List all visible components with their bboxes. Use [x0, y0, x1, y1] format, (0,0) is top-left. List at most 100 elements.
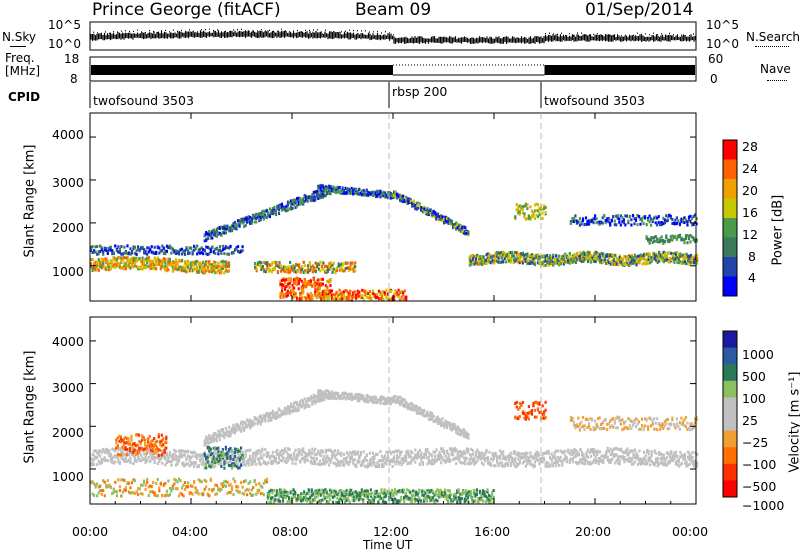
power-cell-1930 — [629, 263, 632, 267]
power-cell-847 — [273, 205, 276, 209]
power-cell-481 — [105, 247, 108, 250]
power-cell-2629 — [320, 297, 323, 301]
velocity-cell-582 — [309, 460, 312, 463]
velocity-cell-1247 — [561, 463, 564, 467]
noise-search-trace — [93, 28, 694, 37]
power-cell-729 — [227, 229, 231, 233]
velocity-cell-1858 — [299, 403, 302, 407]
velocity-cell-786 — [386, 458, 390, 462]
power-cell-2620 — [329, 278, 332, 282]
velocity-cell-1942 — [317, 389, 320, 393]
velocity-cell-364 — [227, 455, 231, 459]
power-cell-1677 — [552, 263, 555, 267]
velocity-cell-1775 — [267, 414, 270, 417]
power-cell-2677 — [344, 296, 347, 300]
velocity-cell-831 — [403, 459, 406, 463]
power-cell-2508 — [302, 281, 305, 285]
power-cell-997 — [329, 191, 332, 195]
power-cell-2871 — [624, 223, 627, 227]
power-cell-189 — [146, 256, 149, 260]
velocity-cell-1439 — [633, 454, 637, 458]
power-cell-2397 — [345, 266, 348, 270]
velocity-cell-1214 — [549, 456, 552, 460]
power-cell-2650 — [330, 289, 334, 293]
power-cell-2410 — [351, 267, 354, 271]
velocity-cell-1370 — [608, 449, 611, 453]
power-cell-594 — [191, 250, 194, 254]
power-cell-2040 — [662, 250, 665, 254]
power-cell-1507 — [500, 256, 503, 260]
velocity-cell-1563 — [680, 462, 683, 466]
power-cell-617 — [208, 252, 211, 256]
velocity-cell-980 — [461, 461, 464, 465]
power-cell-1225 — [402, 194, 405, 198]
power-cell-2387 — [340, 262, 343, 266]
power-cell-1297 — [429, 209, 432, 213]
power-cell-500 — [120, 252, 123, 256]
velocity-cell-322 — [211, 464, 214, 468]
velocity-cell-1727 — [249, 426, 252, 430]
velocity-cell-1250 — [562, 458, 565, 462]
velocity-cell-1567 — [682, 457, 685, 461]
power-cell-256 — [167, 259, 170, 263]
power-cell-1364 — [455, 227, 458, 231]
power-cell-2026 — [658, 259, 661, 263]
velocity-cell-219 — [171, 458, 174, 462]
power-cell-2464 — [290, 289, 293, 293]
velocity-cell-619 — [323, 459, 326, 463]
power-cell-2152 — [696, 253, 699, 257]
power-cell-204 — [150, 263, 153, 267]
velocity-cell-1571 — [683, 458, 687, 461]
velocity-cell-63 — [112, 455, 115, 459]
power-cell-1982 — [644, 258, 647, 262]
power-cell-1033 — [329, 185, 332, 189]
power-cell-2877 — [628, 215, 631, 219]
velocity-cell-650 — [335, 464, 338, 468]
power-cell-2825 — [589, 220, 592, 224]
velocity-cell-1639 — [215, 436, 218, 439]
power-cell-1895 — [618, 255, 621, 259]
power-cell-1977 — [643, 257, 646, 261]
power-cell-1197 — [391, 193, 394, 197]
velocity-cell-698 — [353, 450, 356, 454]
power-cell-535 — [146, 246, 149, 250]
power-cell-2689 — [350, 295, 353, 298]
power-cell-1220 — [400, 195, 403, 199]
velocity-cell-1254 — [564, 456, 567, 460]
velocity-cell-1208 — [547, 450, 550, 453]
power-cell-1726 — [567, 256, 570, 259]
power-cell-532 — [144, 249, 147, 253]
power-cell-2890 — [639, 222, 642, 226]
power-cell-1409 — [471, 253, 474, 257]
power-cell-1335 — [444, 215, 447, 219]
power-cell-1546 — [512, 258, 515, 262]
power-cell-322 — [187, 264, 190, 267]
velocity-cell-758 — [376, 465, 379, 469]
velocity-cell-729 — [365, 459, 368, 463]
power-cell-2977 — [653, 236, 656, 240]
velocity-cell-956 — [452, 458, 455, 462]
velocity-cell-1793 — [274, 417, 277, 420]
velocity-cell-887 — [424, 449, 427, 452]
power-cell-2256 — [273, 267, 276, 271]
velocity-cell-1332 — [594, 461, 597, 465]
power-cell-665 — [203, 233, 206, 237]
power-cell-206 — [152, 263, 155, 267]
power-cell-2347 — [319, 261, 322, 265]
velocity-cell-960 — [453, 449, 456, 453]
velocity-cell-1467 — [644, 454, 647, 458]
power-cell-1088 — [350, 189, 353, 192]
velocity-cell-1523 — [665, 463, 668, 467]
velocity-cell-286 — [197, 453, 200, 457]
power-cell-2198 — [536, 203, 540, 207]
velocity-cell-1135 — [518, 455, 521, 459]
power-cell-129 — [127, 259, 131, 263]
power-cell-505 — [123, 251, 126, 255]
power-cell-841 — [270, 211, 273, 215]
power-cell-2587 — [321, 282, 324, 286]
power-cell-2201 — [538, 213, 541, 217]
power-cell-2710 — [361, 288, 364, 292]
velocity-cell-739 — [368, 458, 371, 462]
velocity-cell-1355 — [602, 454, 605, 458]
velocity-cell-1109 — [509, 455, 512, 459]
